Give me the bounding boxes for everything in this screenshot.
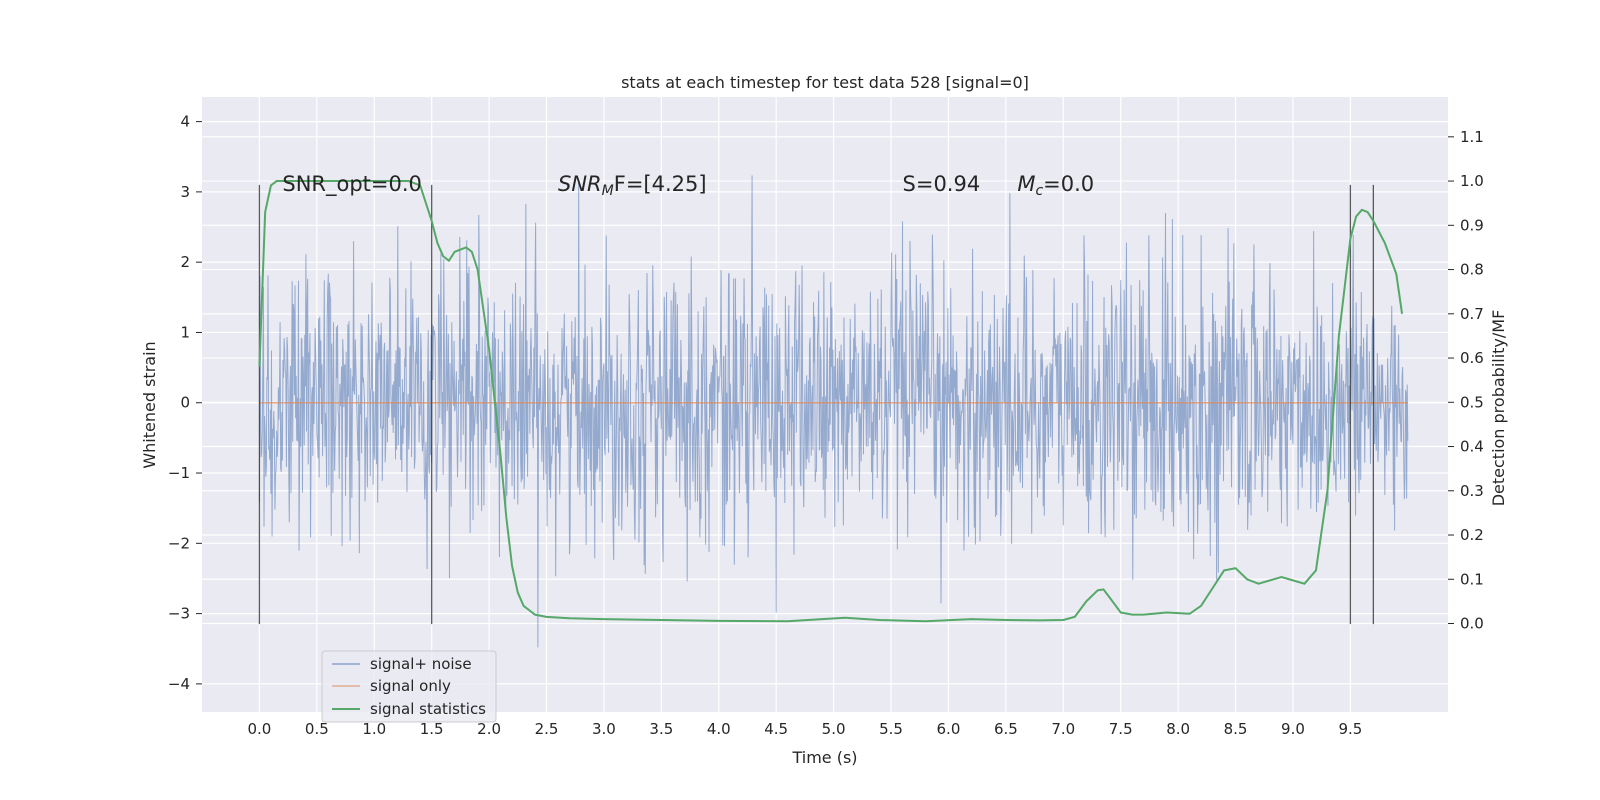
y-tick-label: 1 xyxy=(180,323,190,341)
y-tick-label: −1 xyxy=(168,464,190,482)
y-tick-label: −4 xyxy=(168,675,190,693)
y-tick-label: −3 xyxy=(168,605,190,623)
y-right-tick-label: 1.1 xyxy=(1460,128,1484,146)
x-tick-label: 8.0 xyxy=(1166,720,1190,738)
annotation-text: SNR_opt=0.0 xyxy=(282,172,422,197)
x-tick-label: 0.5 xyxy=(305,720,329,738)
chart-title: stats at each timestep for test data 528… xyxy=(621,73,1029,92)
x-tick-label: 5.5 xyxy=(879,720,903,738)
y-right-tick-label: 0.4 xyxy=(1460,438,1484,456)
legend-box xyxy=(321,650,497,723)
y-right-tick-label: 0.8 xyxy=(1460,261,1484,279)
y-right-axis-label: Detection probability/MF xyxy=(1489,310,1508,507)
x-tick-label: 9.0 xyxy=(1281,720,1305,738)
annotation-text: SNRMF=[4.25] xyxy=(558,172,707,199)
x-tick-label: 4.0 xyxy=(707,720,731,738)
x-tick-label: 1.5 xyxy=(420,720,444,738)
y-tick-label: 3 xyxy=(180,183,190,201)
y-right-tick-label: 0.5 xyxy=(1460,393,1484,411)
annotation-text: Mc=0.0 xyxy=(1017,172,1094,199)
signal-statistics-series xyxy=(258,180,1404,623)
legend: signal+ noise signal only signal statist… xyxy=(321,650,497,723)
y-tick-label: 4 xyxy=(180,113,190,131)
y-tick-label: −2 xyxy=(168,534,190,552)
signal-statistics-line xyxy=(258,180,1404,623)
annotation-text: S=0.94 xyxy=(903,172,981,196)
legend-label-signal-noise: signal+ noise xyxy=(370,655,472,673)
x-tick-label: 2.5 xyxy=(535,720,559,738)
x-tick-label: 6.5 xyxy=(994,720,1018,738)
x-tick-label: 5.0 xyxy=(822,720,846,738)
signal-noise-series xyxy=(258,175,1409,648)
x-tick-label: 4.5 xyxy=(764,720,788,738)
y-right-tick-label: 0.7 xyxy=(1460,305,1484,323)
x-tick-label: 3.0 xyxy=(592,720,616,738)
tick-labels: 0.0 0.5 1.0 1.5 2.0 2.5 3.0 3.5 4.0 4.5 5.0 5.5 6.0 6… xyxy=(168,113,1484,738)
x-tick-label: 6.0 xyxy=(937,720,961,738)
y-right-tick-label: 0.9 xyxy=(1460,216,1484,234)
y-right-tick-label: 0.0 xyxy=(1460,615,1484,633)
signal-noise-line xyxy=(258,175,1409,648)
x-tick-label: 9.5 xyxy=(1338,720,1362,738)
y-tick-label: 2 xyxy=(180,253,190,271)
x-tick-label: 3.5 xyxy=(649,720,673,738)
x-tick-label: 0.0 xyxy=(247,720,271,738)
x-tick-label: 2.0 xyxy=(477,720,501,738)
x-axis-label: Time (s) xyxy=(791,748,857,767)
y-right-tick-label: 0.1 xyxy=(1460,570,1484,588)
vertical-markers xyxy=(258,184,1375,625)
y-axis-label: Whitened strain xyxy=(140,341,159,468)
y-right-tick-label: 0.6 xyxy=(1460,349,1484,367)
x-tick-label: 7.0 xyxy=(1051,720,1075,738)
legend-label-signal-statistics: signal statistics xyxy=(370,700,486,718)
x-tick-label: 7.5 xyxy=(1109,720,1133,738)
legend-label-signal-only: signal only xyxy=(370,677,451,695)
x-tick-label: 1.0 xyxy=(362,720,386,738)
y-right-tick-label: 0.2 xyxy=(1460,526,1484,544)
annotations: SNR_opt=0.0 SNRMF=[4.25] S=0.94 Mc=0.0 xyxy=(282,172,1094,199)
y-tick-label: 0 xyxy=(180,394,190,412)
y-right-tick-label: 0.3 xyxy=(1460,482,1484,500)
x-tick-label: 8.5 xyxy=(1224,720,1248,738)
y-right-tick-label: 1.0 xyxy=(1460,172,1484,190)
